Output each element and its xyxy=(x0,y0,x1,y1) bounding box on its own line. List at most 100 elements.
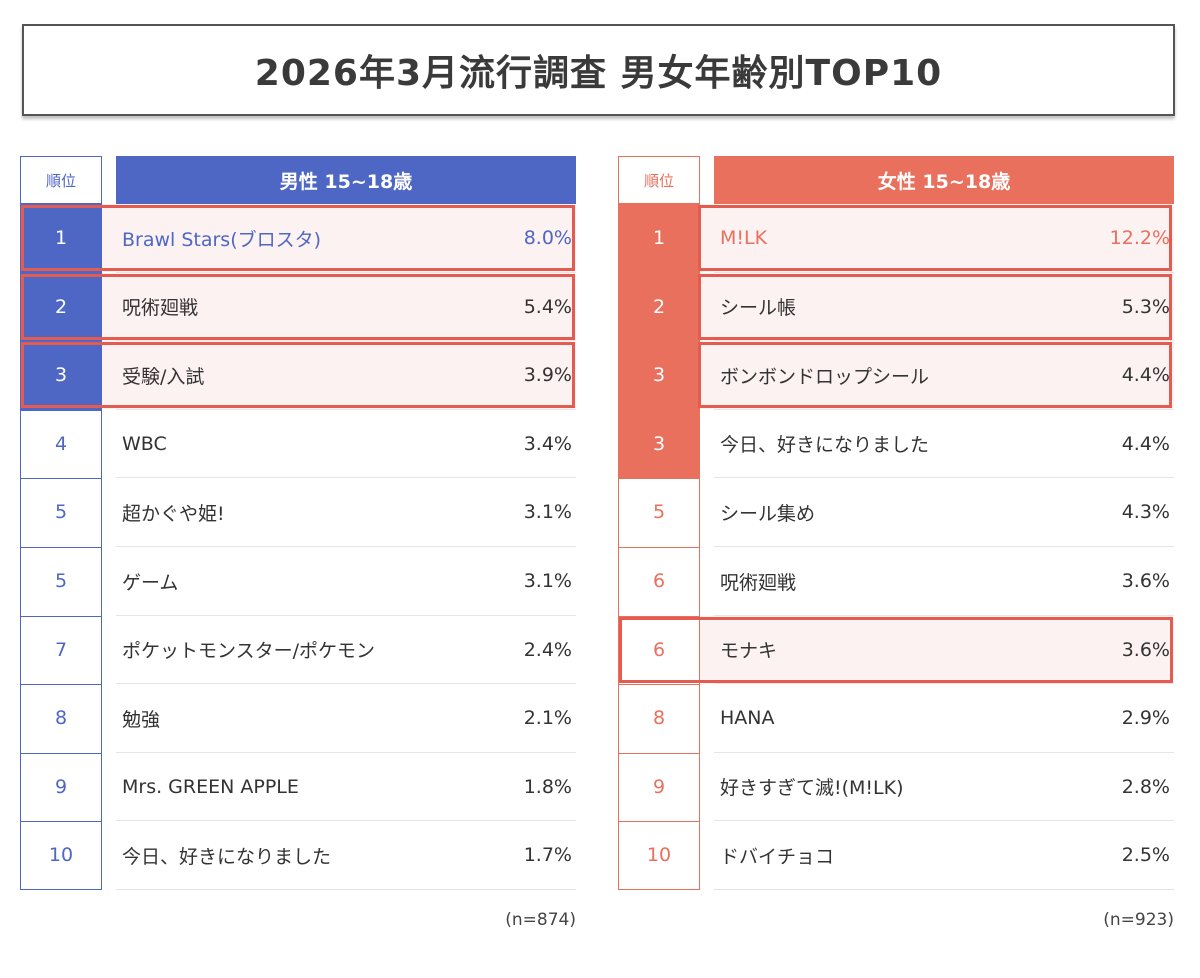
percent-value: 8.0% xyxy=(523,227,572,249)
rank-fill xyxy=(20,204,102,410)
row-separator xyxy=(714,889,1174,890)
rank-number: 3 xyxy=(652,364,666,387)
rank-number: 10 xyxy=(646,844,672,867)
item-name: ボンボンドロップシール xyxy=(720,365,930,388)
item-name: モナキ xyxy=(720,640,778,663)
item-name: ドバイチョコ xyxy=(720,845,835,868)
rank-number: 6 xyxy=(652,638,666,661)
row-separator xyxy=(116,408,576,410)
row-separator xyxy=(116,683,576,685)
rank-fill xyxy=(618,204,700,479)
item-name: WBC xyxy=(122,432,167,455)
highlight-box xyxy=(21,273,575,340)
item-name: Brawl Stars(ブロスタ) xyxy=(122,228,322,251)
rank-number: 2 xyxy=(652,295,666,318)
percent-value: 5.4% xyxy=(523,295,572,318)
highlight-row-bg xyxy=(700,204,1174,272)
rank-header: 順位 xyxy=(618,156,700,204)
highlight-row-bg xyxy=(102,204,576,272)
rank-number: 9 xyxy=(54,775,68,798)
rank-separator xyxy=(618,547,700,548)
highlight-box xyxy=(698,205,1172,271)
rank-number: 10 xyxy=(48,844,74,867)
page-title: 2026年3月流行調査 男女年齢別TOP10 xyxy=(254,53,943,94)
rank-number: 1 xyxy=(54,227,68,249)
percent-value: 2.1% xyxy=(523,707,572,730)
item-name: 好きすぎて滅!(M!LK) xyxy=(720,777,904,800)
rank-separator xyxy=(618,821,700,823)
row-separator xyxy=(714,340,1174,342)
percent-value: 2.9% xyxy=(1121,707,1170,730)
rank-number: 7 xyxy=(54,638,68,661)
percent-value: 2.4% xyxy=(523,638,572,661)
percent-value: 4.4% xyxy=(1121,432,1170,455)
percent-value: 5.3% xyxy=(1121,295,1170,318)
sample-size-note: (n=874) xyxy=(505,910,576,930)
title-box: 2026年3月流行調査 男女年齢別TOP10 xyxy=(22,24,1175,116)
item-name: 今日、好きになりました xyxy=(122,845,332,868)
highlight-box xyxy=(698,273,1172,340)
highlight-row-bg xyxy=(700,615,1174,684)
highlight-box xyxy=(21,205,575,271)
row-separator xyxy=(714,408,1174,410)
row-separator xyxy=(714,614,1174,616)
rank-number: 3 xyxy=(54,364,68,387)
item-name: 呪術廻戦 xyxy=(720,571,797,594)
percent-value: 2.8% xyxy=(1121,775,1170,798)
percent-value: 12.2% xyxy=(1109,227,1170,249)
percent-value: 1.7% xyxy=(523,844,572,867)
item-name: 呪術廻戦 xyxy=(122,297,199,320)
item-name: 超かぐや姫! xyxy=(122,502,225,525)
item-name: 勉強 xyxy=(122,708,161,731)
rank-number: 5 xyxy=(54,501,68,524)
row-separator xyxy=(714,751,1174,753)
highlight-row-bg xyxy=(102,341,576,410)
sample-size-note: (n=923) xyxy=(1103,910,1174,930)
percent-value: 3.1% xyxy=(523,570,572,592)
percent-value: 4.3% xyxy=(1121,501,1170,524)
category-header: 女性 15~18歳 xyxy=(714,156,1174,204)
rank-number: 6 xyxy=(652,570,666,592)
rank-number: 8 xyxy=(54,707,68,730)
row-separator xyxy=(116,477,576,479)
row-separator xyxy=(714,820,1174,822)
rank-number: 3 xyxy=(652,432,666,455)
percent-value: 3.1% xyxy=(523,501,572,524)
row-separator xyxy=(116,546,576,547)
rank-separator xyxy=(618,615,700,617)
percent-value: 2.5% xyxy=(1121,844,1170,867)
item-name: Mrs. GREEN APPLE xyxy=(122,775,299,798)
rank-number: 8 xyxy=(652,707,666,730)
female-ranking-table: 順位 女性 15~18歳 1 M!LK 12.2% 2 シール帳 5.3% 3 ボンボンドロップシ… xyxy=(618,156,1174,930)
row-separator xyxy=(116,340,576,342)
rank-separator xyxy=(20,615,102,617)
row-separator xyxy=(116,820,576,822)
row-separator xyxy=(714,683,1174,685)
item-name: ゲーム xyxy=(122,571,179,594)
rank-separator xyxy=(20,547,102,548)
percent-value: 4.4% xyxy=(1121,364,1170,387)
rank-separator xyxy=(618,752,700,754)
rank-number: 1 xyxy=(652,227,666,249)
highlight-box xyxy=(21,342,575,409)
rank-separator xyxy=(20,821,102,823)
row-separator xyxy=(714,271,1174,273)
rank-separator xyxy=(20,409,102,411)
row-separator xyxy=(714,477,1174,479)
rank-separator xyxy=(618,684,700,686)
rank-header: 順位 xyxy=(20,156,102,204)
rank-separator xyxy=(20,752,102,754)
percent-value: 3.4% xyxy=(523,432,572,455)
percent-value: 1.8% xyxy=(523,775,572,798)
rank-number: 5 xyxy=(652,501,666,524)
male-ranking-table: 順位 男性 15~18歳 1 Brawl Stars(ブロスタ) 8.0% 2 呪術廻戦 5.… xyxy=(20,156,576,930)
item-name: HANA xyxy=(720,707,775,730)
item-name: ポケットモンスター/ポケモン xyxy=(122,640,376,663)
highlight-box xyxy=(619,616,1173,683)
item-name: 今日、好きになりました xyxy=(720,434,930,457)
rank-number: 9 xyxy=(652,775,666,798)
highlight-row-bg xyxy=(102,272,576,341)
rank-number: 4 xyxy=(54,432,68,455)
percent-value: 3.9% xyxy=(523,364,572,387)
percent-value: 3.6% xyxy=(1121,638,1170,661)
